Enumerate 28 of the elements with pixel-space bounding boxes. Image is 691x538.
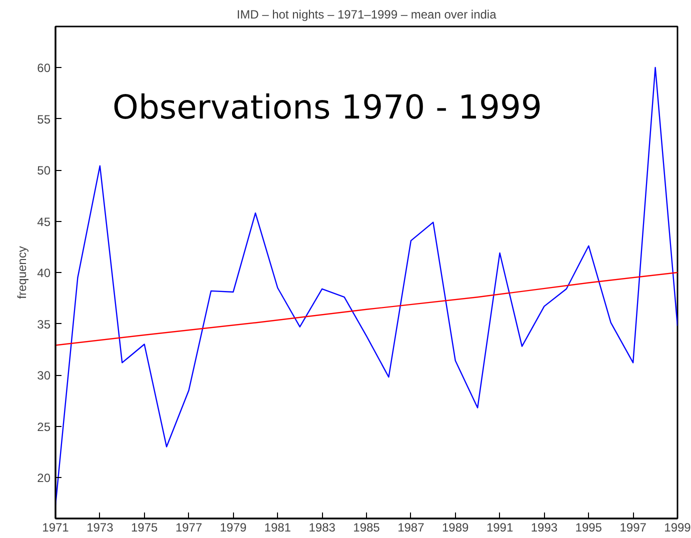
x-tick-label: 1977 (175, 520, 202, 534)
x-tick-label: 1971 (42, 520, 70, 534)
annotation: Observations 1970 - 1999 (112, 88, 542, 126)
x-tick-label: 1975 (131, 520, 158, 534)
line-series (56, 272, 678, 346)
x-tick-label: 1985 (353, 520, 380, 534)
x-tick-label: 1999 (664, 520, 691, 534)
x-tick-label: 1973 (86, 520, 114, 534)
y-tick-label: 35 (37, 317, 51, 332)
y-tick-label: 60 (37, 61, 51, 75)
x-tick-label: 1979 (220, 520, 247, 534)
y-tick-label: 55 (37, 112, 51, 126)
y-tick-label: 40 (37, 266, 51, 280)
x-tick-label: 1987 (398, 520, 425, 534)
x-tick-label: 1991 (486, 520, 514, 534)
y-tick-label: 25 (37, 420, 51, 434)
x-tick-label: 1981 (264, 520, 292, 534)
x-tick-label: 1995 (575, 520, 602, 534)
x-tick-label: 1993 (530, 520, 558, 534)
y-tick-label: 45 (37, 214, 51, 229)
y-tick-label: 30 (37, 368, 51, 382)
y-tick-label: 20 (37, 471, 51, 485)
x-tick-label: 1997 (620, 520, 647, 534)
x-tick-label: 1983 (308, 520, 336, 534)
y-axis-title: frequency (15, 246, 30, 299)
x-tick-label: 1989 (442, 520, 470, 534)
y-tick-label: 50 (37, 164, 51, 178)
chart-title: IMD – hot nights – 1971–1999 – mean over india (236, 8, 497, 22)
